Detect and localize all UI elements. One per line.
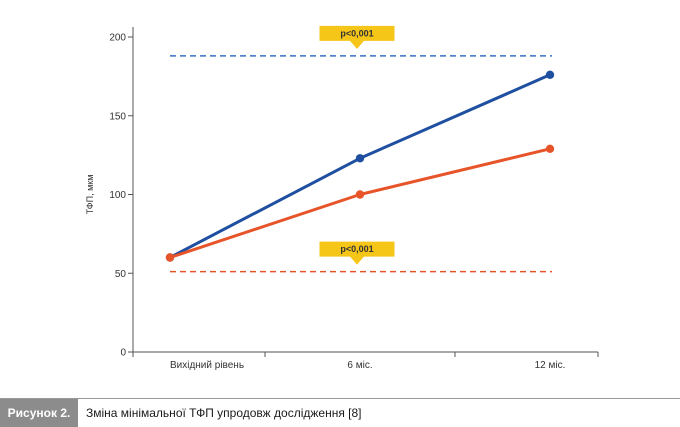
callout-text: p<0,001 bbox=[340, 244, 373, 254]
callout-text: p<0,001 bbox=[340, 28, 373, 38]
reference-lines bbox=[170, 55, 552, 273]
series-line bbox=[169, 73, 551, 259]
x-tick-label: 6 міс. bbox=[347, 360, 372, 371]
figure-label: Рисунок 2. bbox=[0, 399, 78, 427]
y-tick-label: 100 bbox=[109, 190, 126, 201]
figure-caption-bar: Рисунок 2. Зміна мінімальної ТФП упродов… bbox=[0, 398, 680, 427]
data-point bbox=[355, 154, 365, 163]
chart-axes: 0 50 100 150 200 Вихідний рівень 6 міс. 12 міс.… bbox=[85, 27, 599, 371]
callout-box bbox=[319, 25, 395, 49]
p-value-callout: p<0,001 bbox=[319, 25, 395, 49]
x-tick-label: Вихідний рівень bbox=[170, 360, 244, 371]
figure-caption: Зміна мінімальної ТФП упродовж досліджен… bbox=[86, 406, 362, 420]
y-tick-label: 150 bbox=[109, 111, 126, 122]
chart-annotations: p<0,001 p<0,001 bbox=[319, 25, 395, 265]
data-point bbox=[355, 190, 365, 199]
data-point bbox=[165, 253, 175, 262]
callout-box bbox=[319, 241, 395, 265]
series-line bbox=[169, 147, 551, 259]
y-tick-label: 50 bbox=[115, 269, 127, 280]
chart-series bbox=[165, 70, 555, 262]
x-tick-label: 12 міс. bbox=[535, 360, 566, 371]
y-axis-title: ТФП, мкм bbox=[85, 175, 95, 215]
data-point bbox=[545, 144, 555, 154]
data-point bbox=[545, 70, 555, 80]
y-tick-label: 0 bbox=[120, 348, 126, 359]
line-chart: 0 50 100 150 200 Вихідний рівень 6 міс. 12 міс.… bbox=[85, 25, 599, 371]
y-tick-label: 200 bbox=[109, 33, 126, 44]
p-value-callout: p<0,001 bbox=[319, 241, 395, 265]
